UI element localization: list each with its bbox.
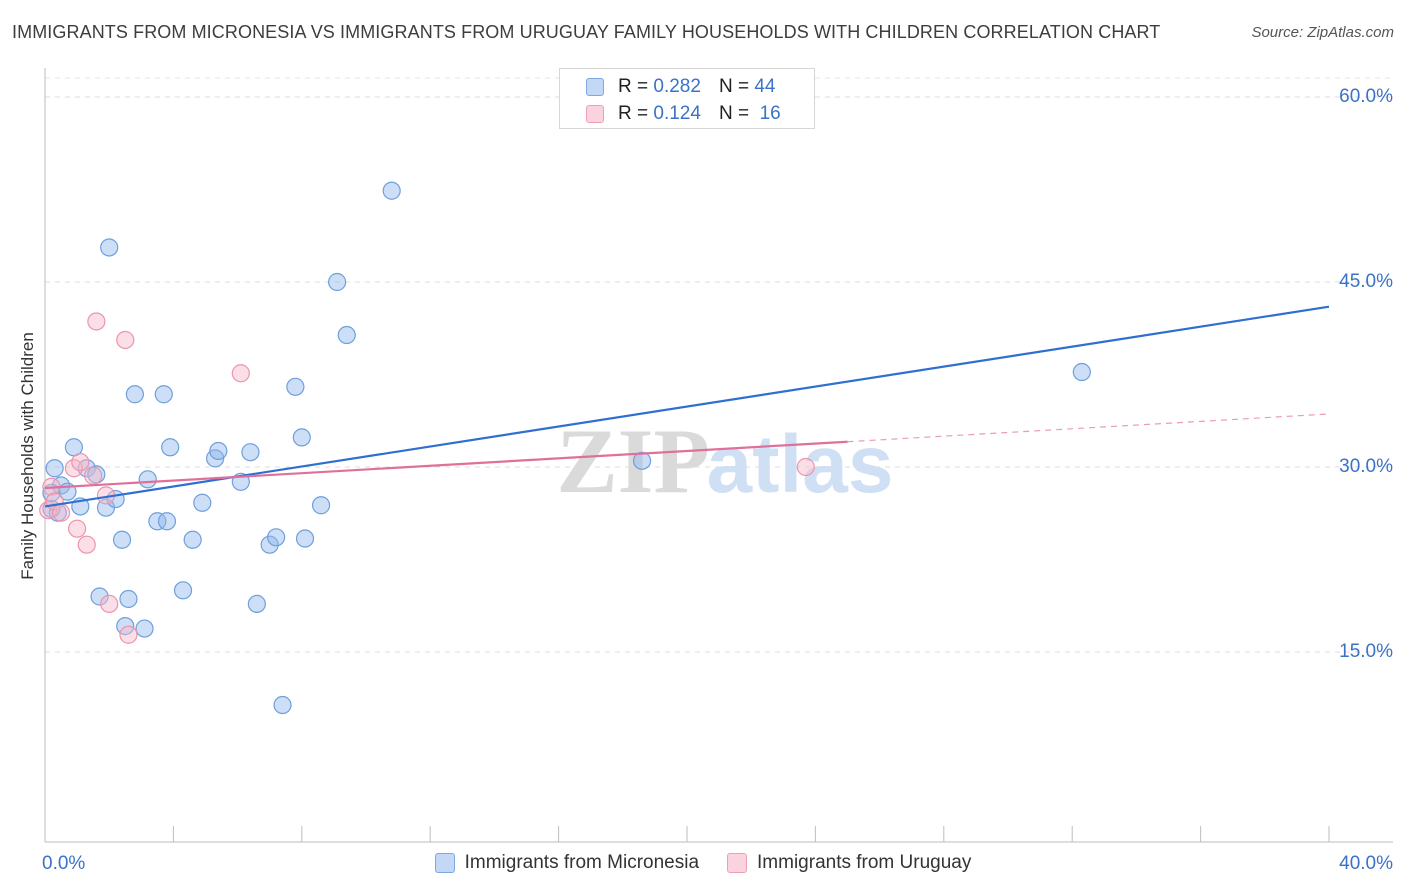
uruguay-swatch [586,105,604,123]
point-micronesia-23 [183,530,202,549]
micronesia-r-label: R = [618,76,649,97]
point-micronesia-12 [112,530,132,549]
point-micronesia-32 [273,695,292,715]
point-uruguay-13 [119,625,138,644]
series-legend: Immigrants from Micronesia Immigrants fr… [0,852,1406,874]
point-micronesia-33 [286,377,305,396]
point-uruguay-15 [796,457,815,477]
legend-micronesia-label: Immigrants from Micronesia [464,852,700,873]
point-micronesia-38 [337,325,356,345]
point-uruguay-6 [71,452,90,472]
uruguay-r-value: 0.124 [653,103,701,124]
point-micronesia-1 [45,459,64,478]
chart-title: IMMIGRANTS FROM MICRONESIA VS IMMIGRANTS… [12,22,1161,42]
point-micronesia-30 [260,535,279,554]
source-credit: Source: ZipAtlas.com [1251,24,1394,41]
legend-uruguay-swatch [727,853,748,873]
legend-item-micronesia: Immigrants from Micronesia [434,852,700,874]
point-micronesia-17 [138,470,157,489]
legend-row-micronesia: R = 0.282 N = 44 [586,75,775,99]
x-tick-label-max: 40.0% [1339,853,1393,874]
watermark-atlas: atlas [707,419,894,510]
y-tick-label-2: 45.0% [1339,271,1393,292]
micronesia-n-value: 44 [754,76,776,97]
x-tick-label-min: 0.0% [42,853,86,874]
point-uruguay-5 [67,519,87,538]
trend-line-uruguay-extension [847,413,1330,443]
legend-item-uruguay: Immigrants from Uruguay [727,852,971,874]
point-micronesia-24 [193,493,212,512]
point-micronesia-10 [100,238,119,257]
point-micronesia-29 [247,594,266,614]
point-micronesia-31 [267,528,286,547]
point-micronesia-37 [328,272,347,292]
y-tick-label-3: 60.0% [1339,86,1393,107]
point-micronesia-36 [311,496,331,515]
point-micronesia-39 [382,181,401,200]
point-micronesia-35 [295,529,315,548]
point-micronesia-19 [154,385,173,404]
legend-uruguay-label: Immigrants from Uruguay [757,852,972,873]
point-micronesia-21 [161,438,180,457]
point-micronesia-20 [157,512,177,531]
point-uruguay-7 [77,535,96,554]
point-uruguay-9 [87,312,106,331]
point-micronesia-8 [90,587,109,606]
y-tick-label-1: 30.0% [1339,456,1393,477]
point-uruguay-11 [100,594,119,614]
point-micronesia-16 [135,619,154,638]
legend-row-uruguay: R = 0.124 N = 16 [586,102,781,126]
point-uruguay-12 [116,330,135,350]
point-micronesia-40 [632,451,652,470]
legend-micronesia-swatch [434,853,455,873]
trend-line-uruguay [44,440,848,490]
micronesia-swatch [586,78,604,96]
point-uruguay-3 [51,503,71,522]
point-micronesia-28 [241,443,260,462]
point-uruguay-8 [84,466,103,485]
y-tick-label-0: 15.0% [1339,641,1393,662]
micronesia-n-label: N = [718,76,750,97]
point-micronesia-18 [148,512,167,531]
point-micronesia-41 [1072,362,1091,382]
uruguay-n-value: 16 [759,103,781,124]
point-micronesia-26 [209,441,228,461]
uruguay-r-label: R = [618,103,649,124]
micronesia-r-value: 0.282 [653,76,701,97]
point-uruguay-14 [231,364,250,383]
point-micronesia-14 [119,589,138,609]
trend-line-micronesia [44,305,1330,508]
point-micronesia-15 [125,385,144,404]
uruguay-n-label: N = [718,103,750,124]
point-micronesia-22 [173,581,193,600]
point-micronesia-34 [292,428,311,447]
stats-legend: R = 0.282 N = 44 R = 0.124 N = 16 [559,68,815,129]
